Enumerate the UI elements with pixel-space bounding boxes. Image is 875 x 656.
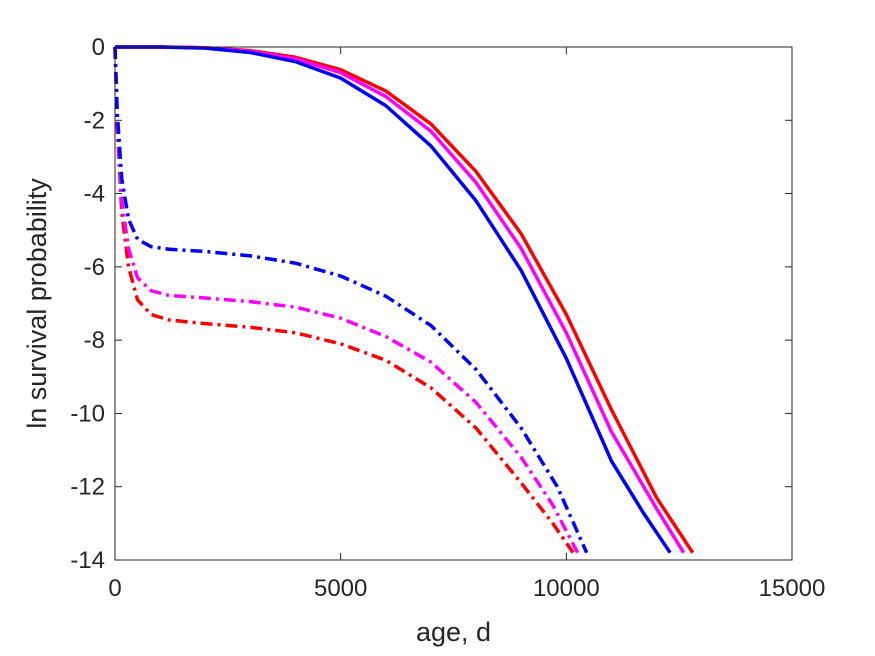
x-axis-label: age, d [416, 617, 491, 647]
y-axis-ticks [115, 46, 792, 561]
series-line-5 [113, 46, 580, 554]
y-tick-label: -4 [84, 181, 105, 208]
y-tick-label: -14 [70, 547, 105, 574]
plot-area [115, 47, 792, 560]
x-tick-label: 15000 [759, 575, 826, 602]
y-tick-label: -10 [70, 400, 105, 427]
series-line-6 [113, 46, 589, 554]
series-layer [113, 45, 695, 554]
series-line-4 [113, 46, 575, 554]
y-tick-label: -8 [84, 327, 105, 354]
x-axis-ticks [114, 47, 793, 560]
axes-box [114, 46, 793, 561]
x-tick-label: 0 [108, 575, 121, 602]
series-line-3 [115, 45, 672, 554]
x-tick-label: 10000 [533, 575, 600, 602]
y-tick-label: -6 [84, 254, 105, 281]
y-tick-label: 0 [92, 34, 105, 61]
y-tick-label: -12 [70, 474, 105, 501]
y-axis-tick-labels: 0 -2 -4 -6 -8 -10 -12 -14 [70, 34, 105, 574]
y-axis-label: ln survival probability [22, 178, 52, 429]
x-tick-label: 5000 [314, 575, 367, 602]
y-tick-label: -2 [84, 107, 105, 134]
x-axis-tick-labels: 0 5000 10000 15000 [108, 575, 825, 602]
